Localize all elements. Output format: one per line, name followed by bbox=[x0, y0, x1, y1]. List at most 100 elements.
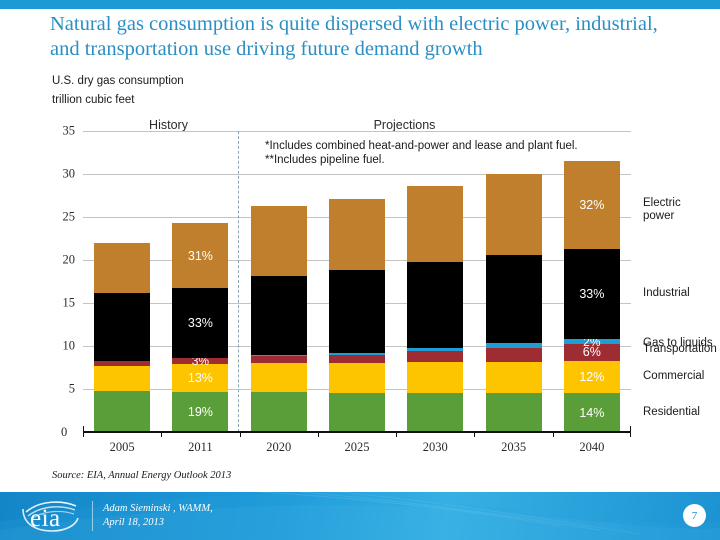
x-axis-tick bbox=[83, 431, 84, 437]
footer-divider bbox=[92, 501, 93, 531]
x-axis-tick bbox=[161, 431, 163, 437]
slide-footer: eia Adam Sieminski , WAMM, April 18, 201… bbox=[0, 492, 720, 540]
page-title: Natural gas consumption is quite dispers… bbox=[50, 13, 658, 60]
legend-item-transportation: Transportation bbox=[643, 343, 717, 356]
footer-wave-graphic bbox=[0, 492, 720, 540]
segment-commercial: 13% bbox=[172, 364, 229, 392]
segment-transportation bbox=[94, 360, 151, 366]
segment-transportation: 6% bbox=[563, 344, 620, 361]
bar-2005[interactable] bbox=[94, 242, 151, 432]
segment-value-label: 31% bbox=[187, 248, 213, 263]
segment-commercial bbox=[94, 365, 151, 391]
x-axis-tick bbox=[630, 431, 631, 437]
y-axis-tick-label: 30 bbox=[62, 166, 76, 181]
legend-item-electric-power: Electric power bbox=[643, 197, 681, 224]
y-axis-tick-label: 35 bbox=[62, 123, 76, 138]
source-note: Source: EIA, Annual Energy Outlook 2013 bbox=[52, 470, 232, 481]
chart-subtitle: U.S. dry gas consumption bbox=[52, 75, 184, 87]
segment-electric-power bbox=[407, 186, 464, 262]
eia-logo: eia bbox=[18, 498, 86, 534]
segment-commercial bbox=[407, 362, 464, 394]
segment-value-label: 14% bbox=[579, 405, 605, 420]
bar-2011[interactable]: 19% 13% 3% 33% 31% bbox=[172, 223, 229, 432]
footnote-line-1: *Includes combined heat-and-power and le… bbox=[265, 140, 578, 152]
segment-gas-to-liquids bbox=[407, 347, 464, 352]
segment-industrial bbox=[407, 261, 464, 348]
segment-electric-power bbox=[485, 174, 542, 255]
bar-2035[interactable] bbox=[485, 174, 542, 432]
segment-industrial: 33% bbox=[172, 288, 229, 359]
segment-commercial: 12% bbox=[563, 360, 620, 394]
segment-value-label: 33% bbox=[579, 287, 605, 301]
segment-residential: 14% bbox=[563, 393, 620, 432]
segment-gas-to-liquids: 2% bbox=[563, 336, 620, 348]
segment-transportation bbox=[250, 356, 307, 364]
history-label: History bbox=[149, 118, 188, 132]
legend-label-line: Electric bbox=[643, 196, 681, 209]
footnote-line-2: **Includes pipeline fuel. bbox=[265, 154, 385, 166]
segment-electric-power bbox=[94, 242, 151, 293]
bar-2025[interactable] bbox=[329, 198, 385, 432]
segment-transportation bbox=[329, 354, 385, 364]
chart-footnotes: *Includes combined heat-and-power and le… bbox=[265, 139, 578, 167]
x-axis-tick-label: 2011 bbox=[188, 440, 213, 454]
y-axis-tick-label: 10 bbox=[62, 338, 76, 353]
chart-units-label: trillion cubic feet bbox=[52, 94, 135, 106]
bar-2040[interactable]: 14% 12% 6% 2% 33% 32% bbox=[563, 161, 620, 432]
segment-residential bbox=[407, 393, 464, 432]
segment-electric-power bbox=[329, 198, 385, 271]
x-axis-tick-label: 2025 bbox=[344, 440, 370, 454]
projections-label: Projections bbox=[373, 118, 436, 132]
footer-meta: Adam Sieminski , WAMM, April 18, 2013 bbox=[103, 502, 213, 530]
legend-item-gas-to-liquids: Gas to liquids bbox=[643, 336, 713, 349]
y-axis-tick-label: 5 bbox=[68, 381, 75, 396]
y-axis-tick-label: 25 bbox=[62, 209, 76, 224]
y-gridline: 35 bbox=[63, 124, 631, 138]
segment-transportation: 3% bbox=[172, 354, 229, 369]
segment-residential bbox=[250, 392, 307, 432]
segment-residential: 19% bbox=[172, 391, 229, 432]
segment-commercial bbox=[329, 363, 385, 394]
bar-2020[interactable] bbox=[250, 205, 307, 432]
segment-gas-to-liquids bbox=[329, 352, 385, 355]
eia-logo-text: eia bbox=[30, 505, 61, 532]
segment-value-label: 19% bbox=[187, 404, 213, 419]
eia-logo-mark bbox=[22, 501, 79, 532]
bar-2030[interactable] bbox=[407, 186, 464, 432]
segment-value-label: 12% bbox=[579, 369, 605, 384]
legend-item-residential: Residential bbox=[643, 405, 700, 418]
segment-transportation bbox=[485, 347, 542, 362]
x-axis-tick bbox=[552, 431, 554, 437]
segment-residential bbox=[329, 393, 385, 432]
x-axis-end-cap bbox=[83, 426, 84, 431]
x-axis-tick bbox=[474, 431, 476, 437]
y-axis-tick-label: 20 bbox=[62, 252, 76, 267]
chart-plot-area: 5 10 15 20 25 30 35 19% 13% 3% 33% 31% 14% 12% 6% 2% 33%… bbox=[63, 124, 631, 432]
segment-industrial: 33% bbox=[563, 248, 620, 340]
x-axis-end-cap bbox=[630, 426, 631, 431]
history-projection-divider bbox=[238, 131, 239, 432]
segment-commercial bbox=[250, 363, 307, 393]
segment-value-label: 3% bbox=[191, 354, 210, 369]
legend-label-line: power bbox=[643, 210, 675, 223]
segment-electric-power: 32% bbox=[563, 161, 620, 249]
y-axis-tick-label: 15 bbox=[62, 295, 76, 310]
legend-item-commercial: Commercial bbox=[643, 369, 705, 382]
segment-industrial bbox=[250, 275, 307, 356]
segment-electric-power bbox=[250, 205, 307, 276]
segment-industrial bbox=[329, 270, 385, 353]
x-axis-tick bbox=[317, 431, 319, 437]
segment-industrial bbox=[94, 292, 151, 361]
y-gridline: 30 bbox=[63, 167, 631, 181]
segment-value-label: 6% bbox=[582, 345, 601, 360]
x-axis-tick-label: 2040 bbox=[579, 440, 605, 454]
footer-date: April 18, 2013 bbox=[103, 517, 164, 528]
legend-item-industrial: Industrial bbox=[643, 286, 690, 299]
footer-author: Adam Sieminski , WAMM, bbox=[103, 503, 213, 514]
segment-commercial bbox=[485, 361, 542, 394]
segment-residential bbox=[94, 390, 151, 432]
segment-industrial bbox=[485, 254, 542, 344]
segment-gas-to-liquids bbox=[250, 355, 307, 357]
x-axis-tick-label: 2020 bbox=[266, 440, 292, 454]
